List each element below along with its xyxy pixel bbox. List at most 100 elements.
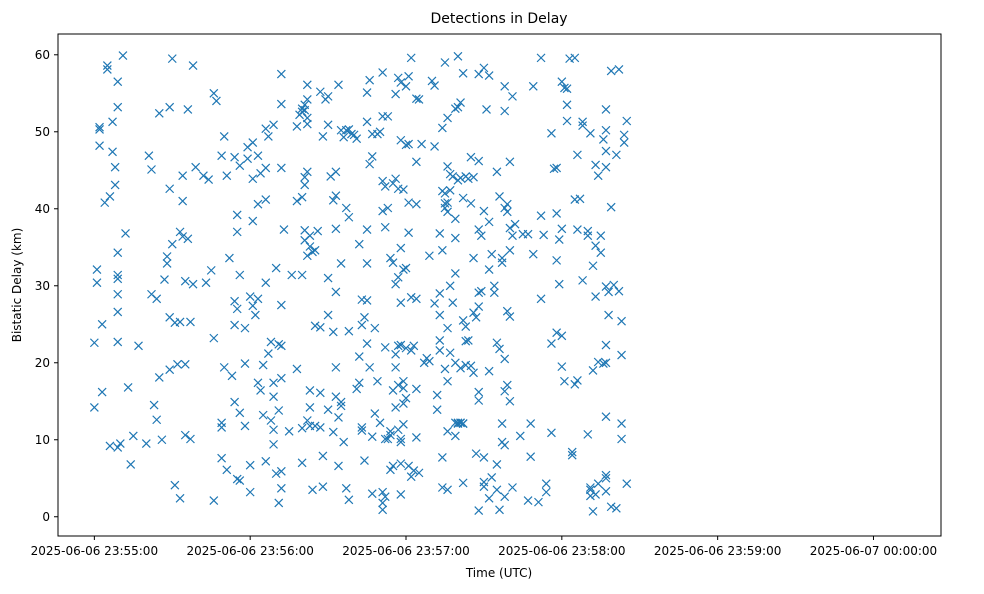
x-tick-label: 2025-06-06 23:55:00 bbox=[31, 544, 158, 558]
data-point-marker bbox=[476, 286, 486, 296]
data-point-marker bbox=[284, 426, 294, 436]
data-point-marker bbox=[318, 131, 328, 141]
data-point-marker bbox=[95, 122, 104, 132]
y-tick-label: 20 bbox=[35, 356, 50, 370]
data-point-marker bbox=[606, 66, 616, 76]
data-point-marker bbox=[463, 174, 473, 184]
data-point-marker bbox=[388, 258, 398, 268]
data-point-marker bbox=[471, 449, 481, 459]
data-point-marker bbox=[276, 466, 286, 476]
data-point-marker bbox=[391, 89, 401, 99]
data-point-marker bbox=[474, 288, 484, 298]
data-point-marker bbox=[188, 61, 198, 70]
data-point-marker bbox=[217, 151, 227, 161]
data-point-marker bbox=[567, 447, 577, 457]
data-point-marker bbox=[398, 399, 408, 408]
data-point-marker bbox=[443, 113, 452, 123]
data-point-marker bbox=[484, 265, 494, 275]
data-point-marker bbox=[450, 214, 460, 224]
data-point-marker bbox=[406, 292, 416, 302]
data-point-marker bbox=[474, 387, 484, 397]
data-point-marker bbox=[552, 208, 562, 218]
data-point-marker bbox=[411, 294, 421, 304]
data-point-marker bbox=[523, 496, 533, 506]
data-point-marker bbox=[536, 294, 546, 304]
data-point-marker bbox=[230, 320, 240, 330]
data-point-marker bbox=[292, 196, 302, 206]
data-point-marker bbox=[365, 159, 375, 169]
data-point-marker bbox=[383, 203, 393, 213]
data-point-marker bbox=[440, 364, 450, 374]
data-point-marker bbox=[409, 341, 419, 351]
data-point-marker bbox=[360, 456, 369, 465]
data-point-marker bbox=[352, 134, 362, 144]
data-point-marker bbox=[362, 259, 372, 268]
data-point-marker bbox=[123, 382, 133, 392]
data-point-marker bbox=[541, 487, 551, 497]
data-point-marker bbox=[482, 105, 491, 114]
data-point-marker bbox=[406, 346, 416, 355]
data-point-marker bbox=[108, 117, 117, 127]
data-point-marker bbox=[492, 338, 502, 348]
data-point-marker bbox=[232, 227, 242, 237]
data-point-marker bbox=[458, 478, 468, 488]
data-point-marker bbox=[315, 322, 325, 332]
data-point-marker bbox=[297, 458, 307, 468]
data-point-marker bbox=[391, 362, 401, 372]
data-point-marker bbox=[417, 139, 427, 149]
data-point-marker bbox=[318, 482, 328, 492]
data-point-marker bbox=[396, 298, 406, 308]
data-point-marker bbox=[502, 207, 512, 217]
data-point-marker bbox=[248, 138, 258, 147]
data-point-marker bbox=[300, 172, 310, 182]
data-point-marker bbox=[458, 68, 468, 78]
data-point-marker bbox=[406, 472, 416, 482]
data-point-marker bbox=[424, 251, 434, 261]
data-point-marker bbox=[370, 323, 380, 333]
data-point-marker bbox=[500, 354, 510, 364]
data-point-marker bbox=[373, 376, 382, 386]
data-point-marker bbox=[562, 116, 572, 126]
data-point-marker bbox=[578, 117, 588, 127]
data-point-marker bbox=[341, 483, 351, 493]
data-point-marker bbox=[367, 489, 377, 499]
data-point-marker bbox=[508, 483, 517, 492]
data-point-marker bbox=[152, 294, 162, 304]
data-point-marker bbox=[591, 489, 601, 499]
data-point-marker bbox=[619, 130, 629, 140]
data-point-marker bbox=[209, 496, 219, 506]
data-point-marker bbox=[450, 269, 460, 278]
data-point-marker bbox=[508, 231, 517, 241]
data-point-marker bbox=[391, 279, 401, 289]
data-point-marker bbox=[466, 152, 476, 162]
data-point-marker bbox=[380, 222, 390, 232]
data-point-marker bbox=[126, 459, 136, 469]
data-point-marker bbox=[523, 229, 533, 239]
data-point-marker bbox=[448, 172, 458, 181]
data-point-marker bbox=[596, 231, 606, 241]
data-point-marker bbox=[378, 498, 388, 508]
data-point-marker bbox=[323, 405, 333, 415]
data-point-marker bbox=[601, 340, 611, 350]
data-point-marker bbox=[383, 434, 393, 444]
data-point-marker bbox=[505, 245, 515, 255]
data-point-marker bbox=[261, 124, 271, 134]
data-point-marker bbox=[352, 384, 362, 394]
data-point-marker bbox=[266, 337, 276, 347]
data-point-marker bbox=[440, 188, 450, 198]
data-point-marker bbox=[393, 380, 403, 390]
data-point-marker bbox=[593, 171, 603, 181]
data-point-marker bbox=[393, 73, 403, 83]
data-point-marker bbox=[461, 336, 471, 346]
data-point-marker bbox=[276, 300, 286, 310]
data-point-marker bbox=[323, 310, 333, 320]
data-point-marker bbox=[396, 243, 406, 253]
data-point-marker bbox=[152, 415, 162, 425]
data-point-marker bbox=[269, 392, 278, 402]
data-point-marker bbox=[396, 434, 406, 444]
data-point-marker bbox=[245, 292, 255, 301]
data-point-marker bbox=[217, 423, 227, 432]
x-tick-label: 2025-06-06 23:57:00 bbox=[342, 544, 469, 558]
data-point-marker bbox=[162, 259, 172, 268]
data-point-marker bbox=[601, 105, 611, 114]
